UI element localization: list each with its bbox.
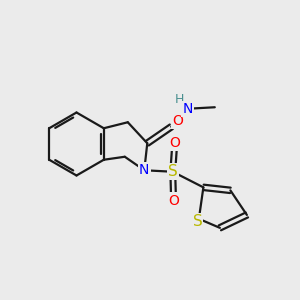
Text: N: N — [183, 102, 193, 116]
Text: S: S — [168, 164, 178, 179]
Text: H: H — [175, 93, 184, 106]
Text: N: N — [139, 163, 149, 177]
Text: O: O — [172, 114, 183, 128]
Text: O: O — [169, 136, 180, 150]
Text: O: O — [169, 194, 179, 208]
Text: S: S — [193, 214, 202, 230]
